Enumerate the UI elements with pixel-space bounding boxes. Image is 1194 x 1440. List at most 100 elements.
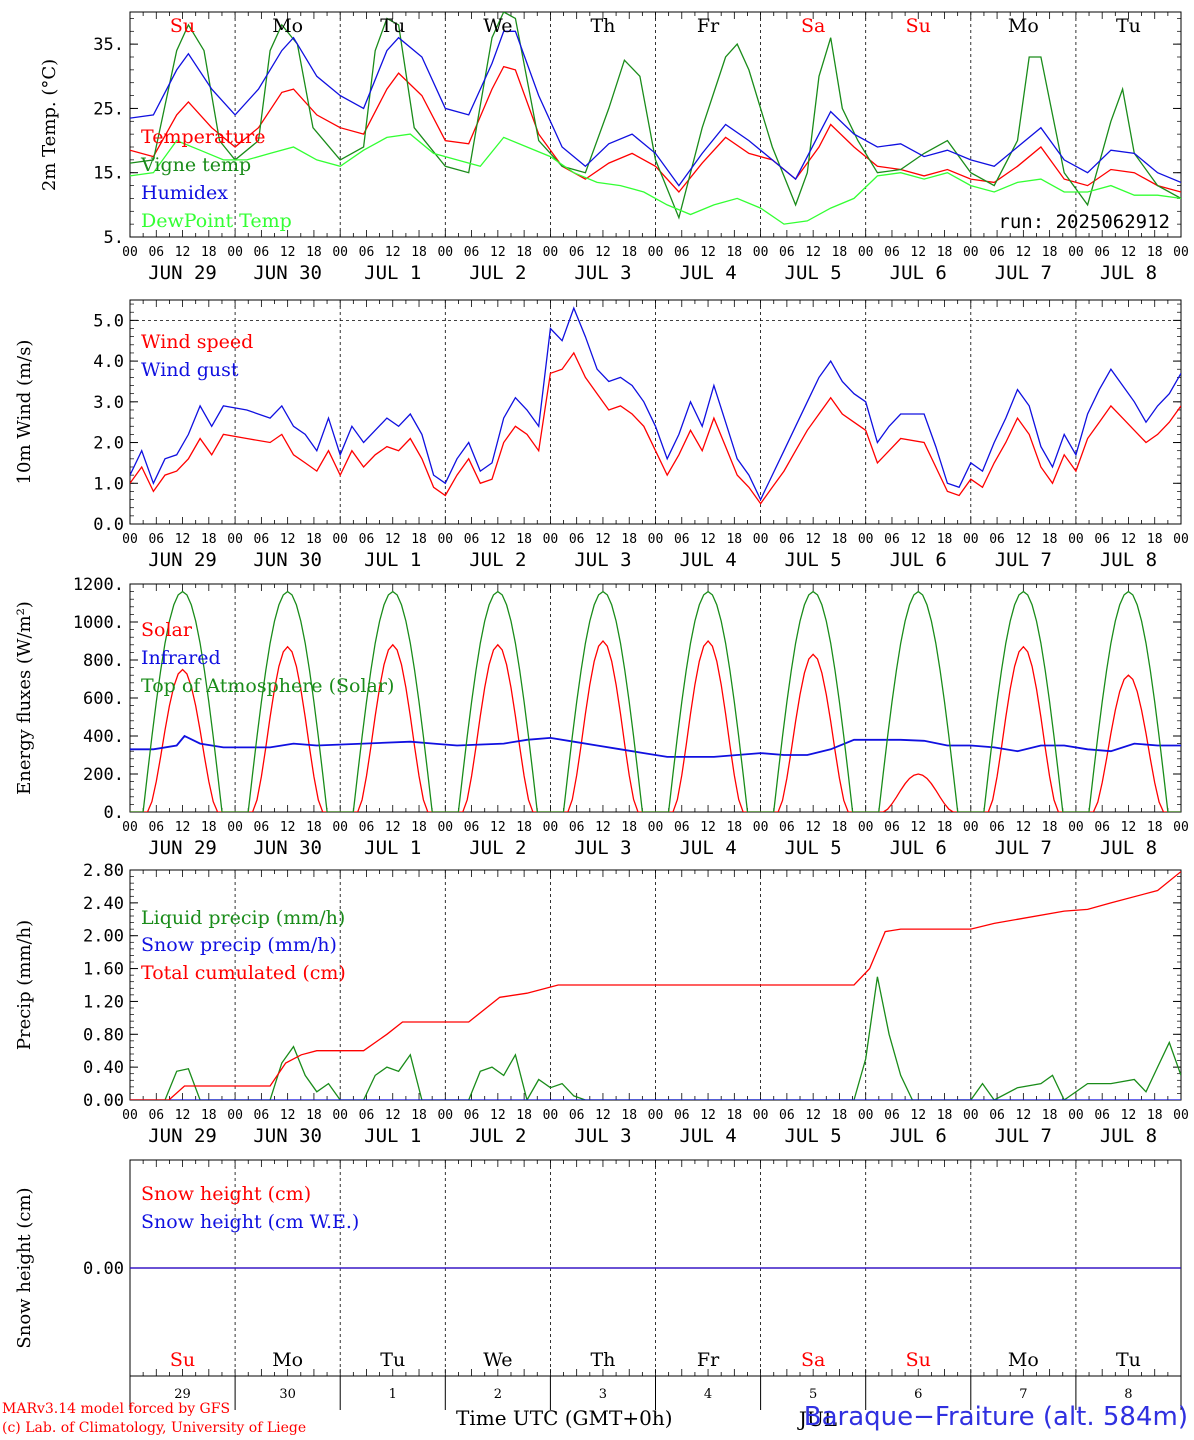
hour-label: 12 — [280, 532, 296, 547]
hour-label: 18 — [937, 1108, 953, 1123]
hour-label: 00 — [227, 820, 243, 835]
hour-label: 06 — [569, 245, 585, 260]
hour-label: 00 — [437, 245, 453, 260]
hour-label: 18 — [306, 820, 322, 835]
day-number: 1 — [389, 1387, 397, 1402]
weekday-label: Tu — [1116, 1349, 1141, 1371]
hour-label: 00 — [648, 532, 664, 547]
hour-label: 12 — [1016, 245, 1032, 260]
hour-label: 12 — [595, 820, 611, 835]
series-group — [130, 306, 1181, 505]
legend-entry: Snow height (cm W.E.) — [141, 1211, 359, 1233]
date-label: JUL 3 — [574, 262, 631, 284]
hour-label: 18 — [1147, 1108, 1163, 1123]
hour-label: 06 — [464, 245, 480, 260]
hour-label: 06 — [148, 1108, 164, 1123]
hour-label: 18 — [621, 1108, 637, 1123]
station-name: Baraque−Fraiture (alt. 584m) — [803, 1402, 1188, 1432]
day-number: 2 — [494, 1387, 502, 1402]
hour-label: 06 — [464, 532, 480, 547]
weekday-label: Tu — [380, 1349, 405, 1371]
date-label: JUL 8 — [1100, 1125, 1157, 1147]
hour-label: 18 — [1042, 1108, 1058, 1123]
hour-label: 00 — [227, 245, 243, 260]
hour-label: 12 — [1016, 532, 1032, 547]
hour-label: 18 — [621, 532, 637, 547]
hour-label: 00 — [753, 820, 769, 835]
y-tick-label: 1.60 — [83, 960, 124, 980]
hour-label: 12 — [385, 1108, 401, 1123]
hour-label: 00 — [858, 245, 874, 260]
hour-label: 12 — [910, 1108, 926, 1123]
hour-label: 12 — [490, 1108, 506, 1123]
hour-label: 12 — [175, 1108, 191, 1123]
series-line-3 — [130, 871, 1181, 1100]
hour-label: 12 — [280, 820, 296, 835]
legend-entry: Temperature — [141, 126, 265, 148]
hour-label: 00 — [332, 532, 348, 547]
legend-entry: Infrared — [141, 647, 221, 669]
hour-label: 18 — [726, 820, 742, 835]
series-line-1 — [130, 351, 1181, 505]
weekday-label: Tu — [380, 15, 405, 37]
y-axis-label: Snow height (cm) — [14, 1187, 35, 1348]
hour-label: 06 — [254, 1108, 270, 1123]
hour-label: 00 — [858, 820, 874, 835]
weekday-label: Tu — [1116, 15, 1141, 37]
hour-label: 18 — [201, 820, 217, 835]
hour-label: 06 — [674, 532, 690, 547]
hour-label: 00 — [1173, 532, 1189, 547]
hour-label: 12 — [280, 1108, 296, 1123]
hour-label: 12 — [700, 245, 716, 260]
hour-label: 12 — [595, 245, 611, 260]
hour-label: 18 — [1042, 245, 1058, 260]
date-label: JUL 5 — [785, 1125, 842, 1147]
hour-label: 12 — [805, 532, 821, 547]
hour-label: 06 — [989, 245, 1005, 260]
hour-label: 18 — [411, 820, 427, 835]
hour-label: 06 — [359, 245, 375, 260]
date-label: JUN 29 — [148, 1125, 217, 1147]
date-label: JUN 30 — [253, 549, 322, 571]
hour-label: 00 — [543, 1108, 559, 1123]
hour-label: 06 — [779, 820, 795, 835]
hour-label: 00 — [858, 1108, 874, 1123]
hour-label: 12 — [1121, 245, 1137, 260]
hour-label: 00 — [963, 245, 979, 260]
y-tick-label: 5.0 — [93, 311, 124, 331]
run-label: run: 2025062912 — [998, 211, 1170, 233]
date-label: JUL 1 — [364, 837, 421, 859]
hour-label: 00 — [1173, 245, 1189, 260]
hour-label: 18 — [937, 820, 953, 835]
hour-label: 00 — [1068, 1108, 1084, 1123]
date-label: JUL 3 — [574, 1125, 631, 1147]
hour-label: 18 — [621, 820, 637, 835]
date-label: JUN 30 — [253, 1125, 322, 1147]
hour-label: 12 — [490, 532, 506, 547]
hour-label: 06 — [148, 245, 164, 260]
y-tick-label: 15. — [93, 164, 124, 184]
weekday-label: Fr — [697, 1349, 720, 1371]
date-label: JUN 29 — [148, 549, 217, 571]
hour-label: 12 — [1016, 820, 1032, 835]
date-label: JUL 6 — [890, 549, 947, 571]
hour-label: 00 — [543, 532, 559, 547]
hour-label: 00 — [122, 1108, 138, 1123]
weekday-label: Mo — [1008, 15, 1039, 37]
hour-label: 06 — [779, 1108, 795, 1123]
hour-label: 06 — [779, 532, 795, 547]
y-tick-label: 5. — [104, 228, 124, 248]
series-line-2 — [130, 12, 1181, 220]
hour-label: 12 — [700, 1108, 716, 1123]
hour-label: 06 — [674, 245, 690, 260]
hour-label: 06 — [148, 820, 164, 835]
day-number: 3 — [599, 1387, 607, 1402]
hour-label: 12 — [595, 532, 611, 547]
hour-label: 18 — [832, 245, 848, 260]
hour-label: 06 — [989, 820, 1005, 835]
weekday-label: We — [483, 15, 512, 37]
hour-label: 12 — [910, 820, 926, 835]
hour-label: 06 — [884, 1108, 900, 1123]
hour-label: 12 — [700, 820, 716, 835]
weekday-label: Th — [590, 1349, 615, 1371]
